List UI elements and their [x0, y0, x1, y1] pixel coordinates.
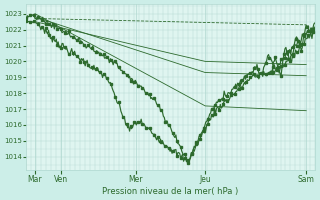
X-axis label: Pression niveau de la mer( hPa ): Pression niveau de la mer( hPa ): [102, 187, 239, 196]
